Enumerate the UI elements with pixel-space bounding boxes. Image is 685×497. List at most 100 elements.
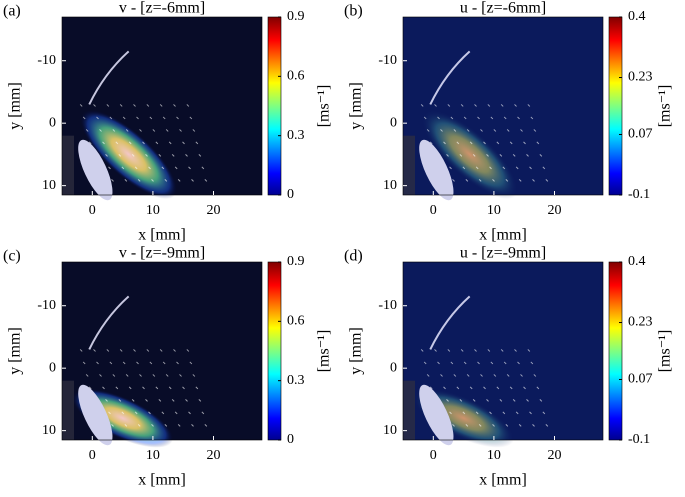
quiver (477, 361, 480, 365)
quiver (182, 141, 185, 145)
quiver (477, 116, 480, 120)
quiver (145, 399, 148, 402)
quiver (423, 361, 427, 365)
quiver (459, 399, 463, 402)
needle (429, 295, 471, 350)
quiver (465, 179, 469, 182)
quiver (162, 116, 166, 120)
quiver (429, 141, 433, 145)
quiver (530, 361, 534, 365)
quiver (134, 166, 138, 170)
colorbar (608, 261, 623, 441)
quiver (174, 166, 178, 170)
quiver (133, 349, 136, 352)
quiver (533, 374, 537, 377)
quiver (118, 399, 122, 402)
quiver (189, 361, 193, 365)
quiver (478, 179, 482, 182)
quiver (201, 166, 205, 170)
quiver (533, 129, 537, 132)
colorbar-tick-label: 0.07 (628, 127, 653, 142)
colorbar-tick-label: 0.23 (628, 70, 653, 85)
quiver (195, 141, 199, 145)
quiver (192, 374, 196, 377)
quiver (475, 411, 479, 415)
x-axis-label: x [mm] (138, 227, 186, 244)
quiver (158, 399, 162, 402)
quiver (146, 104, 150, 107)
quiver (440, 374, 443, 377)
quiver (426, 374, 430, 377)
quiver (122, 361, 126, 365)
quiver (204, 179, 208, 182)
panel-title: u - [z=-6mm] (460, 0, 546, 17)
quiver (125, 129, 129, 132)
quiver (462, 411, 466, 415)
nozzle (419, 139, 454, 201)
quiver (111, 424, 114, 427)
quiver (176, 361, 179, 365)
nozzle (78, 384, 113, 446)
axes-frame (61, 16, 263, 196)
y-tick-label: 10 (383, 423, 397, 438)
quiver (93, 349, 96, 352)
quiver (453, 129, 457, 132)
x-axis-label: x [mm] (479, 227, 527, 244)
quiver (532, 424, 535, 427)
colorbar-tick-label: 0.3 (287, 128, 305, 143)
quiver (426, 129, 430, 132)
panel: 0 10 20 -10 0 10 -0.1 0.07 0.23 0.4 [ms⁻¹] (b) u - [… (344, 0, 674, 244)
y-axis-label: y [mm] (7, 327, 24, 375)
needle (429, 50, 471, 105)
quiver (145, 154, 148, 157)
quiver (152, 374, 156, 377)
quiver (109, 116, 113, 120)
quiver (192, 129, 196, 132)
quiver (480, 129, 483, 132)
quiver (152, 129, 156, 132)
quiver (102, 141, 105, 145)
quiver (472, 154, 476, 157)
quiver (420, 349, 424, 352)
quiver (526, 154, 529, 157)
quiver (139, 374, 142, 377)
panel-label: (d) (344, 248, 363, 265)
panel-title: u - [z=-9mm] (460, 245, 546, 262)
quiver (515, 166, 519, 170)
quiver (450, 116, 454, 120)
quiver (518, 179, 522, 182)
y-tick-label: 0 (390, 360, 397, 375)
colorbar-tick-label: 0.9 (287, 254, 305, 269)
panel-title: v - [z=-6mm] (119, 0, 205, 17)
quiver (456, 141, 460, 145)
quiver (500, 104, 504, 107)
y-tick-label: 0 (390, 115, 397, 130)
quiver (118, 154, 122, 157)
quiver (420, 104, 424, 107)
colorbar (608, 16, 623, 196)
colorbar-tick-label: 0.07 (628, 372, 653, 387)
quiver (96, 116, 99, 120)
colorbar-tick-label: 0.3 (287, 373, 305, 388)
x-tick-label: 0 (430, 203, 437, 218)
quiver (131, 154, 135, 157)
quiver (512, 154, 516, 157)
quiver (446, 154, 449, 157)
quiver (174, 411, 178, 415)
quiver (112, 129, 116, 132)
quiver (502, 166, 506, 170)
y-tick-label: 0 (49, 360, 56, 375)
quiver (151, 179, 154, 182)
quiver (490, 361, 494, 365)
quiver (173, 104, 176, 107)
panel-label: (a) (3, 3, 21, 20)
quiver (88, 141, 92, 145)
quiver (514, 104, 517, 107)
quiver (109, 361, 113, 365)
quiver (137, 424, 141, 427)
quiver (443, 141, 446, 145)
quiver (165, 374, 169, 377)
x-tick-label: 20 (548, 448, 562, 463)
colorbar-tick-label: 0.6 (287, 314, 305, 329)
quiver (529, 411, 532, 415)
